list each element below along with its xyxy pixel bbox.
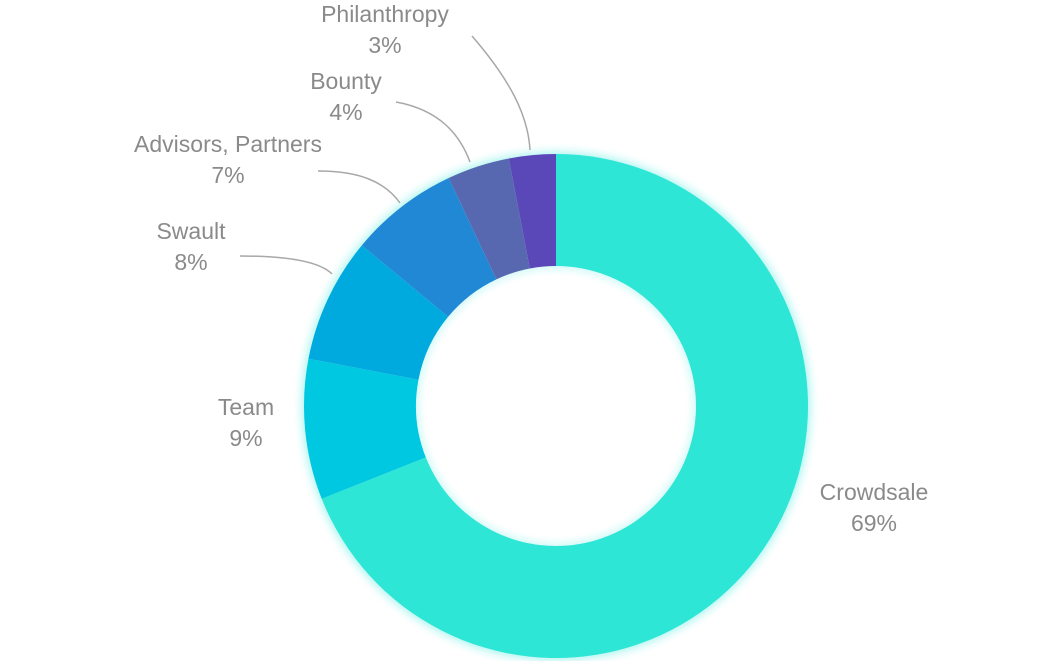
chart-glow-ring-inner xyxy=(412,262,700,550)
leader-lines-group xyxy=(239,35,531,275)
slice-swault[interactable] xyxy=(308,245,449,380)
slice-value-philanthropy: 3% xyxy=(368,32,401,58)
slice-value-swault: 8% xyxy=(174,249,207,275)
slice-bounty[interactable] xyxy=(448,158,530,280)
slice-value-crowdsale: 69% xyxy=(851,510,897,536)
leader-line-philanthropy xyxy=(471,35,531,151)
slice-team[interactable] xyxy=(304,358,426,499)
slice-advisors-partners[interactable] xyxy=(361,177,497,317)
slices-group xyxy=(304,154,808,658)
slice-label-swault: Swault xyxy=(156,218,226,244)
slice-label-philanthropy: Philanthropy xyxy=(321,1,449,27)
slice-crowdsale[interactable] xyxy=(321,154,808,658)
slice-value-advisors-partners: 7% xyxy=(211,162,244,188)
slice-label-crowdsale: Crowdsale xyxy=(820,479,929,505)
slice-value-bounty: 4% xyxy=(329,99,362,125)
slice-value-team: 9% xyxy=(229,425,262,451)
slice-label-advisors-partners: Advisors, Partners xyxy=(134,131,322,157)
labels-group: Crowdsale 69% Team 9% Swault 8% Advisors, Part… xyxy=(134,1,928,536)
leader-line-swault xyxy=(239,255,333,275)
slice-philanthropy[interactable] xyxy=(508,154,556,269)
leader-line-bounty xyxy=(395,101,471,163)
leader-line-advisors-partners xyxy=(317,170,401,204)
slice-label-team: Team xyxy=(218,394,274,420)
slice-label-bounty: Bounty xyxy=(310,68,382,94)
